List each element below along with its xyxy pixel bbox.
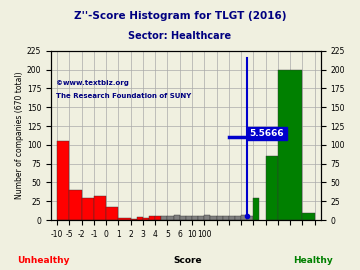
Bar	[94, 196, 106, 220]
Bar	[174, 215, 180, 220]
Bar	[57, 141, 69, 220]
Bar	[143, 218, 149, 220]
Text: Score: Score	[173, 256, 202, 265]
Bar	[161, 215, 167, 220]
Bar	[266, 156, 278, 220]
Bar	[82, 198, 94, 220]
Text: Sector: Healthcare: Sector: Healthcare	[129, 31, 231, 41]
Bar	[235, 215, 241, 220]
Bar	[137, 217, 143, 220]
Text: Z''-Score Histogram for TLGT (2016): Z''-Score Histogram for TLGT (2016)	[74, 11, 286, 21]
Bar	[223, 215, 229, 220]
Bar	[302, 212, 315, 220]
Bar	[149, 215, 155, 220]
Text: Healthy: Healthy	[293, 256, 333, 265]
Bar	[186, 216, 192, 220]
Bar	[247, 216, 253, 220]
Text: Unhealthy: Unhealthy	[17, 256, 69, 265]
Bar	[180, 215, 186, 220]
Y-axis label: Number of companies (670 total): Number of companies (670 total)	[15, 72, 24, 199]
Text: The Research Foundation of SUNY: The Research Foundation of SUNY	[57, 93, 192, 99]
Bar	[204, 215, 210, 220]
Text: ©www.textbiz.org: ©www.textbiz.org	[57, 80, 129, 86]
Bar	[229, 216, 235, 220]
Bar	[278, 70, 302, 220]
Bar	[69, 190, 82, 220]
Bar	[241, 215, 247, 220]
Bar	[192, 215, 198, 220]
Bar	[118, 218, 131, 220]
Bar	[167, 216, 174, 220]
Bar	[253, 198, 260, 220]
Bar	[155, 216, 161, 220]
Bar	[217, 216, 223, 220]
Bar	[198, 216, 204, 220]
Bar	[210, 215, 217, 220]
Bar	[106, 207, 118, 220]
Text: 5.5666: 5.5666	[249, 129, 284, 138]
Bar	[131, 219, 137, 220]
